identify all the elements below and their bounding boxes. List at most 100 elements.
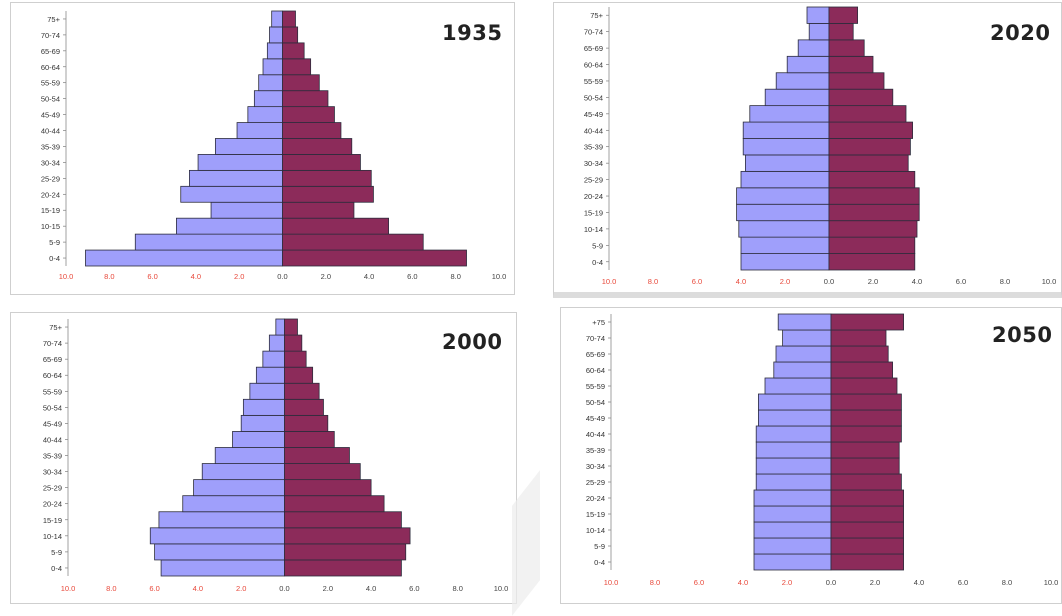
pyramid-panel-2050: 0-4 5-9 10-14 15-19 20-24 25-29 30-34 35-39 40-4… [560, 307, 1062, 604]
age-label: 15-19 [584, 208, 603, 217]
bar-female-40-44 [284, 431, 335, 448]
bar-female-60-64 [828, 55, 874, 74]
age-label: 20-24 [43, 500, 62, 509]
x-tick-label: 6.0 [409, 584, 419, 593]
age-label: 30-34 [586, 462, 605, 471]
bar-male-30-34 [201, 463, 285, 481]
bar-female-50-54 [830, 393, 902, 411]
x-tick-label: 0.0 [824, 277, 834, 286]
bar-female-15-19 [282, 201, 355, 219]
bar-female-30-34 [828, 154, 909, 172]
age-label: 50-54 [41, 95, 60, 104]
bar-female-55-59 [284, 382, 320, 400]
age-label: 65-69 [586, 350, 605, 359]
age-label: 75+ [590, 11, 603, 20]
bar-female-10-15 [282, 217, 389, 235]
age-label: 50-54 [586, 398, 605, 407]
bar-female-70-74 [284, 334, 303, 352]
age-label: 35-39 [43, 452, 62, 461]
bar-female-35-39 [828, 138, 911, 156]
bar-female-65-69 [284, 350, 307, 368]
x-tick-label: 10.0 [492, 272, 507, 281]
bar-female-25-29 [828, 170, 916, 189]
x-tick-label: 6.0 [407, 272, 417, 281]
age-label: 60-64 [586, 366, 605, 375]
age-label: 25-29 [43, 484, 62, 493]
pyramid-chart-2020: 0-4 5-9 10-14 15-19 20-24 25-29 30-34 35-39 40-4… [584, 6, 1056, 286]
bar-male-55-59 [764, 377, 832, 395]
bar-male-40-44 [236, 122, 283, 139]
age-label: 75+ [49, 323, 62, 332]
age-label: 65-69 [41, 47, 60, 56]
bar-female-30-34 [830, 457, 900, 475]
bar-female-50-54 [282, 90, 329, 108]
bar-female-10-14 [830, 521, 904, 539]
bar-female-45-49 [830, 409, 902, 427]
age-label: 45-49 [43, 419, 62, 428]
age-label: 40-44 [41, 127, 60, 136]
x-tick-label: 4.0 [193, 584, 203, 593]
x-tick-label: 6.0 [958, 578, 968, 587]
x-tick-label: 8.0 [1002, 578, 1012, 587]
age-label: 55-59 [584, 77, 603, 86]
bar-female-20-24 [282, 185, 374, 203]
age-label: 0-4 [49, 254, 60, 263]
bar-male-55-59 [775, 72, 830, 90]
x-tick-label: 2.0 [236, 584, 246, 593]
bar-female-0-4 [284, 559, 402, 577]
age-label: 0-4 [592, 258, 603, 267]
x-tick-label: 8.0 [450, 272, 460, 281]
bar-female-50-54 [284, 398, 324, 416]
bar-female-50-54 [828, 88, 894, 107]
bar-female-65-69 [828, 39, 865, 57]
age-label: 20-24 [586, 494, 605, 503]
bar-male-20-24 [180, 185, 283, 203]
x-tick-label: 8.0 [106, 584, 116, 593]
bar-male-20-24 [753, 489, 832, 507]
bar-female-30-34 [284, 463, 361, 481]
bar-male-15-19 [753, 505, 832, 523]
pyramid-chart-2050: 0-4 5-9 10-14 15-19 20-24 25-29 30-34 35-39 40-4… [586, 313, 1058, 587]
bar-female-0-4 [828, 253, 916, 271]
age-label: 10-14 [586, 526, 605, 535]
age-label: 5-9 [51, 548, 62, 557]
x-tick-label: 6.0 [147, 272, 157, 281]
bar-male-35-39 [214, 447, 285, 464]
x-tick-label: 4.0 [914, 578, 924, 587]
x-tick-label: 4.0 [738, 578, 748, 587]
bar-male-+75 [777, 313, 832, 331]
bar-male-35-39 [214, 138, 283, 155]
bar-male-50-54 [253, 90, 283, 108]
bar-male-75+ [271, 10, 283, 28]
bar-female-75+ [282, 10, 296, 28]
bar-female-35-39 [284, 447, 350, 464]
age-label: 5-9 [592, 241, 603, 250]
chart-title: 2020 [990, 21, 1051, 45]
age-label: 25-29 [586, 478, 605, 487]
age-label: 70-74 [586, 334, 605, 343]
x-tick-label: 6.0 [956, 277, 966, 286]
bar-male-25-29 [755, 473, 832, 491]
age-label: 50-54 [43, 403, 62, 412]
bar-female-45-49 [284, 414, 329, 432]
bar-female-30-34 [282, 154, 361, 171]
x-tick-label: 2.0 [782, 578, 792, 587]
x-tick-label: 2.0 [780, 277, 790, 286]
x-tick-label: 6.0 [694, 578, 704, 587]
bar-female-20-24 [828, 187, 920, 205]
bar-female-35-39 [282, 138, 353, 155]
pyramid-panel-2000: 0-4 5-9 10-14 15-19 20-24 25-29 30-34 35-39 40-4… [10, 312, 517, 604]
x-tick-label: 6.0 [692, 277, 702, 286]
bar-male-65-69 [262, 350, 285, 368]
bar-male-75+ [275, 318, 285, 336]
bar-female-75+ [828, 6, 859, 24]
bar-male-20-24 [736, 187, 830, 205]
bar-female-25-29 [830, 473, 902, 491]
bar-female-70-74 [282, 26, 299, 44]
bar-male-15-19 [158, 511, 285, 529]
x-tick-label: 4.0 [191, 272, 201, 281]
pyramid-chart-2000: 0-4 5-9 10-14 15-19 20-24 25-29 30-34 35-39 40-4… [43, 318, 508, 593]
bar-female-40-44 [282, 122, 342, 139]
age-label: 35-39 [584, 143, 603, 152]
bar-male-5-9 [134, 233, 283, 251]
